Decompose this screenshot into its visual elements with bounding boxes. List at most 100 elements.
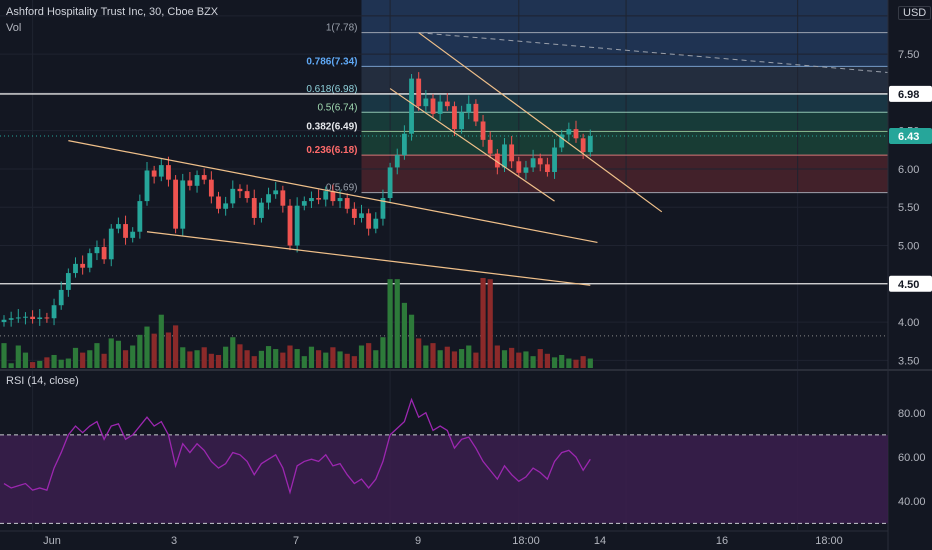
candle-body [559,134,565,148]
volume-bar [294,349,300,368]
price-badge-label: 4.50 [898,279,919,291]
candle-body [244,191,250,199]
volume-bar [58,359,64,368]
candle-body [344,198,350,209]
volume-bar [559,354,565,368]
volume-bar [459,349,465,368]
volume-bar [37,360,43,368]
candle-body [494,153,500,168]
candle-body [373,218,379,229]
price-badge-label: 6.98 [898,89,919,101]
volume-bar [165,332,172,368]
volume-bar [551,357,558,368]
price-tick-label: 7.50 [898,49,919,61]
volume-bar [30,362,36,368]
volume-bar [487,279,493,368]
candle-body [430,98,436,114]
volume-bar [115,340,121,368]
volume-bar [208,353,214,368]
candle-body [94,247,100,254]
time-tick-label: 9 [415,535,421,547]
volume-bar [22,352,29,368]
volume-bar [122,350,129,368]
volume-bar [94,343,100,368]
rsi-line [3,397,591,495]
volume-bar [87,350,93,368]
volume-bar [580,356,586,368]
volume-bar [230,337,236,368]
volume-bar [523,351,529,368]
candle-body [573,129,579,139]
time-tick-label: 7 [293,535,299,547]
time-tick-label: 16 [716,535,728,547]
volume-bar [273,349,279,368]
candle-body [502,144,507,168]
volume-bar [72,347,79,368]
price-tick-label: 3.50 [898,355,919,367]
candle-body [380,198,386,219]
volume-bar [509,347,515,368]
volume-bar [280,352,286,368]
volume-bar [1,343,7,368]
volume-bar [430,343,436,368]
candle-body [187,180,193,186]
volume-bar [401,302,407,368]
candle-body [130,231,136,238]
fib-level-label: 0(5.69) [326,183,358,194]
fib-level-label: 0.5(6.74) [317,102,357,113]
volume-bar [544,353,550,368]
candle-body [351,208,357,218]
price-badge [889,275,932,292]
currency-badge[interactable]: USD [898,6,932,20]
fib-level-label: 1(7.78) [326,23,358,34]
candle-body [230,188,236,204]
candle-body [437,101,443,114]
candle-body [144,170,150,202]
candle-body [251,198,257,218]
candle-body [330,191,336,202]
price-tick-label: 5.00 [898,241,919,253]
fib-level-label: 0.618(6.98) [306,84,357,95]
volume-bar [137,334,143,368]
price-badge-label: 6.43 [898,131,919,143]
candle-body [266,194,271,203]
volume-bar [65,358,71,368]
volume-bar [358,345,365,368]
volume-bar [480,278,486,368]
candle-body [545,164,550,173]
volume-bar [530,356,536,368]
volume-bar [573,359,579,368]
fib-zone-top [361,0,888,33]
volume-bar [537,349,543,368]
candle-body [194,175,200,186]
candle-body [116,224,121,229]
candle-body [516,161,522,173]
candle-body [452,106,457,130]
volume-bar [566,358,572,368]
volume-bar [223,346,229,368]
volume-bar [8,363,14,368]
volume-bar [130,345,136,368]
volume-bar [366,343,372,368]
volume-bar [501,350,508,368]
candle-body [423,98,429,107]
rsi-tick-label: 40.00 [898,496,926,508]
candle-body [208,179,214,197]
candle-body [108,228,114,260]
volume-bar [516,352,522,368]
candle-body [509,144,515,162]
candle-body [123,224,128,238]
candle-body [301,201,307,206]
candle-body [137,201,143,232]
volume-bar [323,352,329,368]
candle-body [323,191,329,200]
price-badge [889,85,932,102]
candle-body [487,139,493,154]
candle-body [359,213,364,218]
volume-bar [201,347,207,368]
volume-bar [244,350,250,368]
candle-body [366,213,372,229]
candle-body [459,112,464,130]
volume-bar [423,345,429,368]
candle-body [44,317,50,319]
